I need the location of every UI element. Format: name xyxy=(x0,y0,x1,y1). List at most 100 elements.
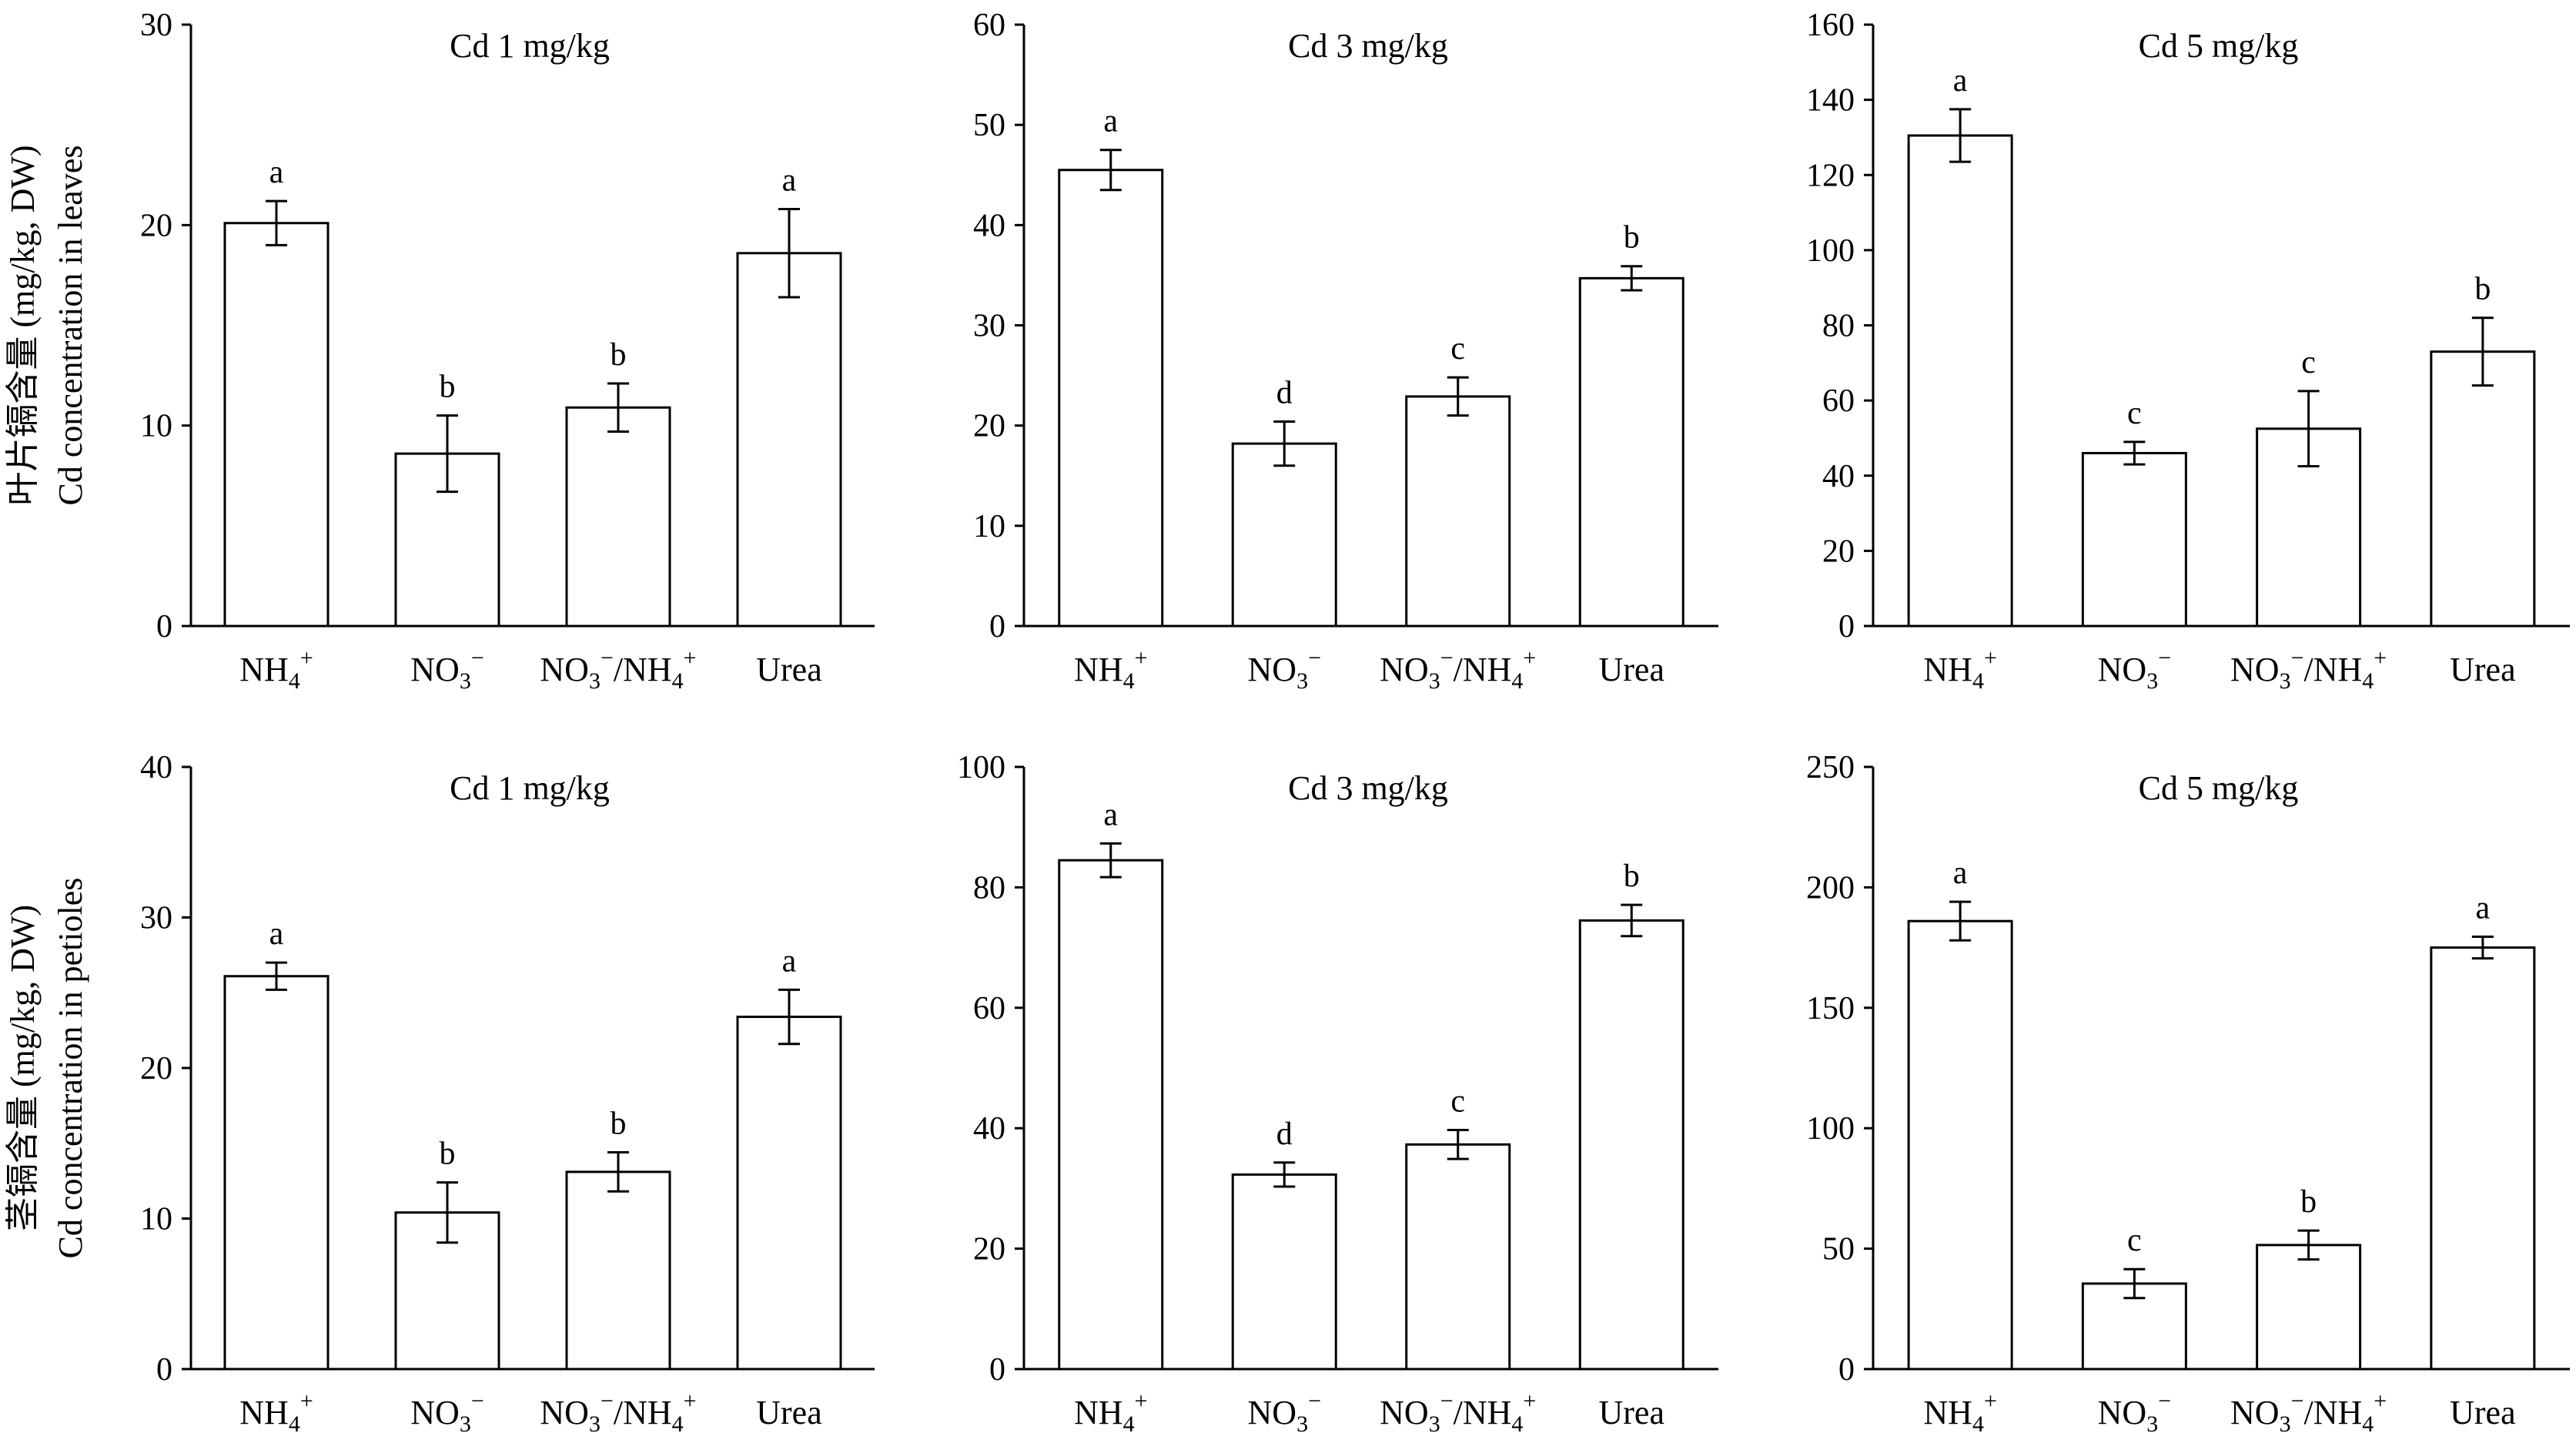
chart-panel-2: 0 10 20 30 40 50 60 Cd 3 mg/kg a NH4+ d NO3− c NO3−/N… xyxy=(973,8,1718,694)
x-tick-label: NO3− xyxy=(410,1388,483,1437)
y-axis-label-chinese: 茎镉含量 (mg/kg, DW) xyxy=(4,905,42,1231)
bar xyxy=(2256,1244,2362,1371)
error-bar xyxy=(437,1181,458,1244)
x-tick-label: NH4+ xyxy=(1074,1388,1147,1437)
bar xyxy=(223,222,330,628)
y-tick-label: 20 xyxy=(1822,534,1855,569)
x-tick-label: NO3−/NH4+ xyxy=(1380,645,1536,694)
y-tick-label: 250 xyxy=(1806,750,1855,785)
y-tick-label: 0 xyxy=(1838,609,1855,644)
x-tick-label: NO3−/NH4+ xyxy=(2230,1388,2387,1437)
error-bar xyxy=(2123,440,2146,466)
y-tick-label: 0 xyxy=(1838,1352,1855,1388)
panel-title: Cd 1 mg/kg xyxy=(450,769,610,807)
bar xyxy=(1231,442,1337,628)
error-bar xyxy=(266,961,287,991)
error-bar xyxy=(1273,420,1296,467)
y-tick-label: 200 xyxy=(1806,870,1855,906)
bar xyxy=(565,406,671,628)
error-bar xyxy=(1949,108,1972,163)
significance-letter: a xyxy=(1103,797,1118,832)
y-tick-label: 40 xyxy=(973,1111,1005,1147)
y-tick-label: 30 xyxy=(140,901,172,936)
significance-letter: b xyxy=(1624,859,1640,894)
error-bar xyxy=(2471,936,2494,960)
x-tick-label: Urea xyxy=(2450,1394,2516,1431)
bar xyxy=(1907,919,2013,1371)
bar xyxy=(223,975,330,1371)
x-tick-label: Urea xyxy=(2450,651,2516,688)
chart-panel-4: 0 10 20 30 40 Cd 1 mg/kg a NH4+ b NO3− b NO3−/NH4+ a… xyxy=(4,750,875,1437)
y-tick-label: 140 xyxy=(1806,83,1855,119)
x-tick-label: Urea xyxy=(756,1394,822,1431)
significance-letter: b xyxy=(611,1106,627,1141)
bar xyxy=(2081,451,2187,628)
significance-letter: a xyxy=(1953,855,1968,891)
panel-title: Cd 1 mg/kg xyxy=(450,27,610,65)
y-axis-label-english: Cd concentration in leaves xyxy=(52,146,89,506)
x-tick-label: NO3−/NH4+ xyxy=(2230,645,2387,694)
error-bar xyxy=(1099,149,1122,192)
bar xyxy=(1058,169,1164,628)
error-bar xyxy=(437,414,458,494)
significance-letter: a xyxy=(782,943,797,979)
error-bar xyxy=(1099,842,1122,879)
bar xyxy=(1907,134,2013,628)
y-tick-label: 30 xyxy=(973,309,1005,344)
y-tick-label: 0 xyxy=(989,1352,1005,1388)
chart-panel-3: 0 20 40 60 80 100 120 140 160 Cd 5 mg/kg a NH4+ c NO3… xyxy=(1806,8,2570,694)
bar xyxy=(2081,1282,2187,1371)
x-tick-label: NH4+ xyxy=(1923,645,1996,694)
significance-letter: b xyxy=(611,337,627,373)
y-tick-label: 10 xyxy=(140,1202,172,1237)
x-tick-label: NH4+ xyxy=(239,645,313,694)
y-tick-label: 10 xyxy=(140,409,172,444)
x-tick-label: NO3−/NH4+ xyxy=(540,645,696,694)
bar xyxy=(565,1170,671,1371)
y-tick-label: 40 xyxy=(1822,459,1855,494)
error-bar xyxy=(1621,265,1643,292)
y-tick-label: 40 xyxy=(140,750,172,785)
x-tick-label: NO3−/NH4+ xyxy=(1380,1388,1536,1437)
error-bar xyxy=(1621,903,1643,938)
y-axis-label-chinese: 叶片镉含量 (mg/kg, DW) xyxy=(4,145,42,505)
x-tick-label: NO3− xyxy=(1248,1388,1321,1437)
y-tick-label: 60 xyxy=(973,991,1005,1026)
y-tick-label: 60 xyxy=(1822,383,1855,419)
y-tick-label: 0 xyxy=(156,609,172,644)
significance-letter: b xyxy=(2300,1184,2317,1220)
y-tick-label: 160 xyxy=(1806,8,1855,43)
error-bar xyxy=(607,1150,629,1193)
y-tick-label: 60 xyxy=(973,8,1005,43)
bar xyxy=(1578,276,1684,628)
significance-letter: a xyxy=(2476,891,2491,926)
bar xyxy=(736,1016,842,1371)
significance-letter: c xyxy=(2127,1223,2142,1258)
significance-letter: b xyxy=(440,1137,456,1172)
panel-title: Cd 5 mg/kg xyxy=(2139,769,2299,807)
y-tick-label: 100 xyxy=(1806,1111,1855,1147)
x-tick-label: NO3− xyxy=(410,645,483,694)
y-tick-label: 30 xyxy=(140,8,172,43)
x-tick-label: NO3− xyxy=(2098,1388,2171,1437)
y-tick-label: 0 xyxy=(156,1352,172,1388)
y-tick-label: 150 xyxy=(1806,991,1855,1026)
error-bar xyxy=(1447,376,1469,417)
bar xyxy=(1231,1173,1337,1371)
y-tick-label: 80 xyxy=(973,870,1005,906)
bar xyxy=(1578,919,1684,1371)
chart-panel-5: 0 20 40 60 80 100 Cd 3 mg/kg a NH4+ d NO3− c NO3−/NH… xyxy=(957,750,1718,1437)
x-tick-label: Urea xyxy=(756,651,822,688)
significance-letter: c xyxy=(2301,345,2316,380)
bar xyxy=(2430,946,2536,1371)
significance-letter: c xyxy=(1450,1084,1465,1120)
error-bar xyxy=(2123,1267,2146,1300)
bar xyxy=(736,252,842,628)
significance-letter: c xyxy=(1450,331,1465,367)
significance-letter: b xyxy=(1624,220,1640,256)
bar xyxy=(1058,859,1164,1371)
x-tick-label: NH4+ xyxy=(239,1388,313,1437)
error-bar xyxy=(2297,390,2320,468)
bar xyxy=(2430,350,2536,628)
